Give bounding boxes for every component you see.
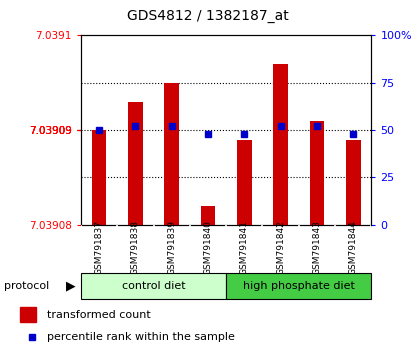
Text: GSM791842: GSM791842 (276, 220, 285, 275)
Bar (310, 121, 324, 225)
Bar (81, 273, 226, 299)
Bar (128, 102, 143, 225)
Text: GSM791839: GSM791839 (167, 220, 176, 275)
Text: GSM791844: GSM791844 (349, 220, 358, 275)
Text: protocol: protocol (4, 281, 49, 291)
Bar (346, 139, 361, 225)
Bar (237, 139, 251, 225)
Text: GSM791843: GSM791843 (312, 220, 322, 275)
Text: GSM791841: GSM791841 (240, 220, 249, 275)
Bar (201, 206, 215, 225)
Text: GSM791838: GSM791838 (131, 220, 140, 275)
Text: control diet: control diet (122, 281, 186, 291)
Text: high phosphate diet: high phosphate diet (243, 281, 355, 291)
Text: percentile rank within the sample: percentile rank within the sample (47, 332, 235, 342)
Bar (273, 64, 288, 225)
Text: transformed count: transformed count (47, 309, 151, 320)
Bar (226, 273, 371, 299)
Bar (92, 130, 106, 225)
Text: GSM791837: GSM791837 (95, 220, 104, 275)
Text: GDS4812 / 1382187_at: GDS4812 / 1382187_at (127, 9, 288, 23)
Bar (164, 83, 179, 225)
Bar (20, 307, 36, 322)
Text: ▶: ▶ (66, 279, 76, 292)
Text: GSM791840: GSM791840 (203, 220, 212, 275)
